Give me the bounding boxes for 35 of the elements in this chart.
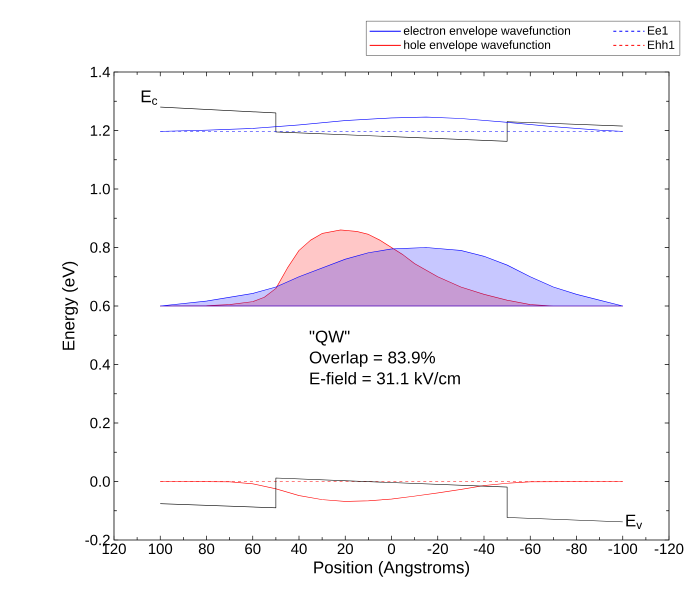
x-tick-label: 120 (102, 544, 126, 554)
line-series (160, 478, 624, 522)
x-axis-title: Position (Angstroms) (314, 560, 470, 577)
x-tick-label: 20 (338, 544, 353, 554)
y-tick-label: 1.0 (90, 184, 110, 194)
line-series (160, 106, 624, 142)
y-tick-label: 0.2 (90, 418, 110, 428)
y-tick-label: 0.0 (90, 476, 110, 487)
x-tick-label: 40 (291, 544, 307, 554)
y-axis-title: Energy (eV) (62, 262, 78, 350)
y-tick-label: 1.4 (90, 66, 110, 78)
annotation: E$_{v}$ (626, 514, 642, 529)
x-tick-label: -100 (608, 544, 638, 554)
legend-label: hole envelope wavefunction (404, 40, 550, 52)
legend-label: Ehh1 (648, 40, 674, 49)
y-tick-label: 1.2 (90, 125, 110, 136)
legend-label: Ee1 (648, 26, 668, 35)
x-tick-label: 80 (198, 544, 214, 554)
annotation: Overlap = 83.9% (310, 351, 435, 367)
x-tick-label: -120 (654, 544, 684, 554)
x-tick-label: 0 (388, 544, 396, 554)
annotation: E-field = 31.1 kV/cm (310, 372, 460, 384)
x-tick-label: 60 (245, 544, 260, 554)
annotation: E$_{c}$ (142, 90, 158, 105)
x-tick-label: -80 (566, 544, 587, 554)
x-tick-label: 100 (148, 544, 172, 554)
y-tick-label: 0.6 (90, 300, 110, 312)
x-tick-label: -20 (428, 544, 448, 554)
x-tick-label: -40 (474, 544, 494, 554)
annotation: "QW" (310, 330, 350, 346)
legend-label: electron envelope wavefunction (404, 26, 570, 38)
x-tick-label: -60 (520, 544, 540, 554)
y-tick-label: 0.8 (90, 242, 110, 253)
y-tick-label: 0.4 (90, 359, 110, 370)
y-tick-label: -0.2 (85, 534, 110, 546)
